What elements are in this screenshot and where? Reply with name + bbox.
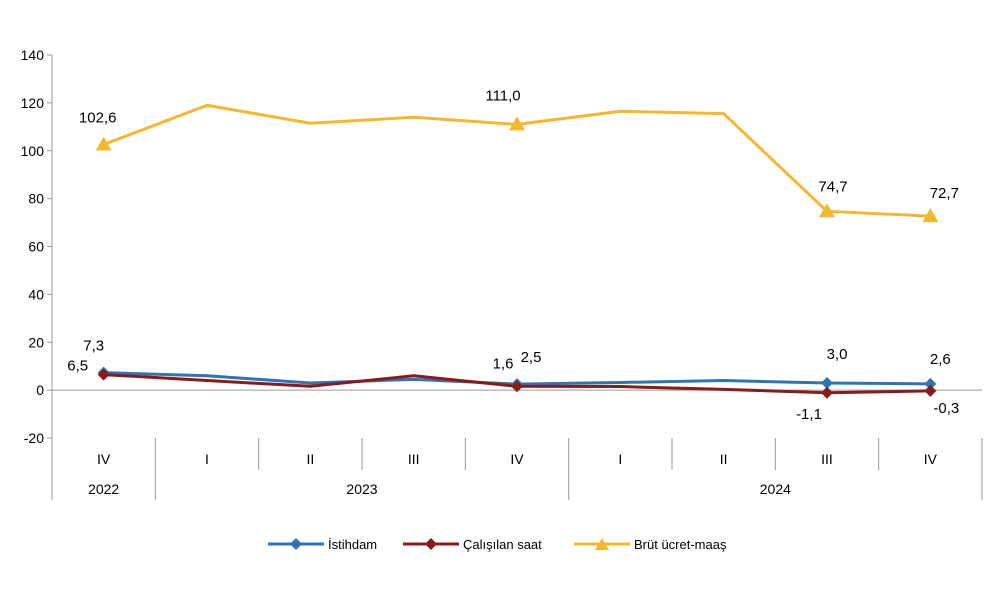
legend-label-calisilan-saat: Çalışılan saat <box>463 536 542 552</box>
y-tick-label: 0 <box>36 382 44 398</box>
data-label: 2,6 <box>930 351 951 368</box>
data-label: 72,7 <box>930 185 959 202</box>
legend-swatch-calisilan-saat <box>403 538 459 550</box>
x-year-label: 2024 <box>760 481 791 497</box>
legend-item-istihdam: İstihdam <box>268 532 377 556</box>
x-category-label: I <box>618 451 622 467</box>
legend-item-brut-ucret-maas: Brüt ücret-maaş <box>574 532 726 556</box>
data-point-marker <box>924 377 937 390</box>
data-label: -1,1 <box>796 406 822 423</box>
y-tick-label: 100 <box>21 143 45 159</box>
x-category-label: II <box>720 451 728 467</box>
data-label: 1,6 <box>493 355 514 372</box>
legend-swatch-brut-ucret-maas <box>574 538 630 550</box>
x-category-label: II <box>306 451 314 467</box>
x-category-label: III <box>821 451 833 467</box>
data-point-marker <box>821 376 833 389</box>
y-tick-label: 60 <box>28 239 44 255</box>
data-point-marker <box>95 136 112 151</box>
data-point-marker <box>819 203 835 218</box>
y-tick-label: 80 <box>28 191 44 207</box>
legend-label-brut-ucret-maas: Brüt ücret-maaş <box>634 536 727 552</box>
data-label: 74,7 <box>818 178 847 195</box>
data-point-marker <box>509 116 525 131</box>
data-label: 111,0 <box>485 87 520 104</box>
data-label: 3,0 <box>827 346 848 363</box>
x-category-label: IV <box>924 451 938 467</box>
y-tick-label: 20 <box>28 334 44 350</box>
y-tick-label: -20 <box>24 430 44 446</box>
legend-item-calisilan-saat: Çalışılan saat <box>403 532 542 556</box>
legend-label-istihdam: İstihdam <box>328 536 378 552</box>
x-year-label: 2022 <box>88 481 119 497</box>
data-point-marker <box>922 208 939 223</box>
data-point-marker <box>97 368 110 381</box>
data-label: 7,3 <box>83 338 104 355</box>
x-category-label: III <box>408 451 420 467</box>
x-category-label: IV <box>510 451 524 467</box>
data-point-marker <box>924 384 937 397</box>
data-label: 102,6 <box>79 110 117 127</box>
y-tick-label: 40 <box>28 286 44 302</box>
data-label: 6,5 <box>67 358 88 375</box>
y-tick-label: 140 <box>21 47 45 63</box>
x-category-label: I <box>205 451 209 467</box>
data-point-marker <box>821 386 833 399</box>
x-category-label: IV <box>97 451 111 467</box>
y-tick-label: 120 <box>21 95 45 111</box>
data-label: 2,5 <box>521 349 542 366</box>
data-point-marker <box>511 380 523 393</box>
legend-swatch-istihdam <box>268 538 324 550</box>
legend: İstihdam Çalışılan saat Brüt ücret-maaş <box>0 532 1000 556</box>
data-label: -0,3 <box>933 400 959 417</box>
x-year-label: 2023 <box>346 481 377 497</box>
